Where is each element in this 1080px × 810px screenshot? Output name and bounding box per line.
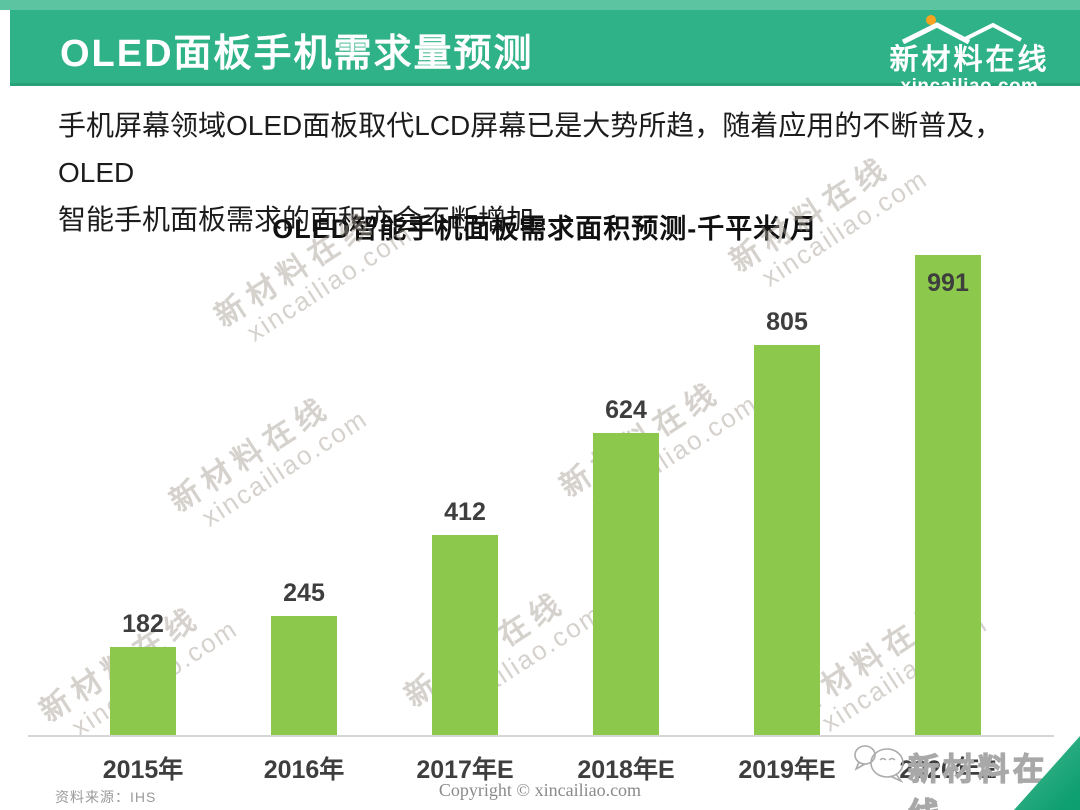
data-source-note: 资料来源：IHS — [55, 789, 157, 805]
x-axis-label: 2018年E — [577, 756, 675, 784]
bar-2019年E — [754, 345, 820, 735]
x-axis-label: 2017年E — [416, 756, 514, 784]
header-banner: OLED面板手机需求量预测 新材料在线 xincailiao.com — [10, 10, 1080, 97]
brand-name: 新材料在线 — [889, 44, 1050, 76]
intro-paragraph: 手机屏幕领域OLED面板取代LCD屏幕已是大势所趋，随着应用的不断普及，OLED… — [58, 102, 1038, 243]
x-axis-line — [28, 735, 1054, 737]
bar-2015年 — [110, 647, 176, 735]
bar-2018年E — [593, 433, 659, 735]
brand-domain: xincailiao.com — [900, 76, 1039, 97]
corner-watermark-logo: 新材料在线 — [852, 740, 1067, 810]
bar-value-label: 182 — [122, 610, 164, 638]
roof-icon — [901, 15, 1022, 44]
header-top-strip — [0, 0, 1080, 10]
bar-2017年E — [432, 535, 498, 735]
bar-value-label: 245 — [283, 579, 325, 607]
x-axis-label: 2016年 — [263, 756, 345, 784]
bar-value-label: 624 — [605, 396, 647, 424]
bar-value-label: 805 — [766, 308, 808, 336]
intro-line-2: 智能手机面板需求的面积亦会不断增加。 — [58, 204, 563, 235]
bar-value-label: 412 — [444, 498, 486, 526]
intro-line-1: 手机屏幕领域OLED面板取代LCD屏幕已是大势所趋，随着应用的不断普及，OLED — [58, 110, 1003, 188]
page-title: OLED面板手机需求量预测 — [60, 33, 534, 75]
x-axis-label: 2020年E — [899, 756, 997, 784]
copyright-note: Copyright © xincailiao.com — [438, 780, 642, 800]
chart-title: OLED智能手机面板需求面积预测-千平米/月 — [272, 214, 818, 244]
bar-2016年 — [271, 616, 337, 735]
corner-logo-text: 新材料在线 — [907, 751, 1048, 810]
chat-bubbles-icon — [854, 745, 904, 783]
bar-2020年E — [915, 255, 981, 735]
bar-value-label: 991 — [927, 269, 969, 297]
x-axis-label: 2015年 — [102, 756, 184, 784]
brand-logo: 新材料在线 xincailiao.com — [887, 12, 1052, 98]
x-axis-label: 2019年E — [738, 756, 836, 784]
